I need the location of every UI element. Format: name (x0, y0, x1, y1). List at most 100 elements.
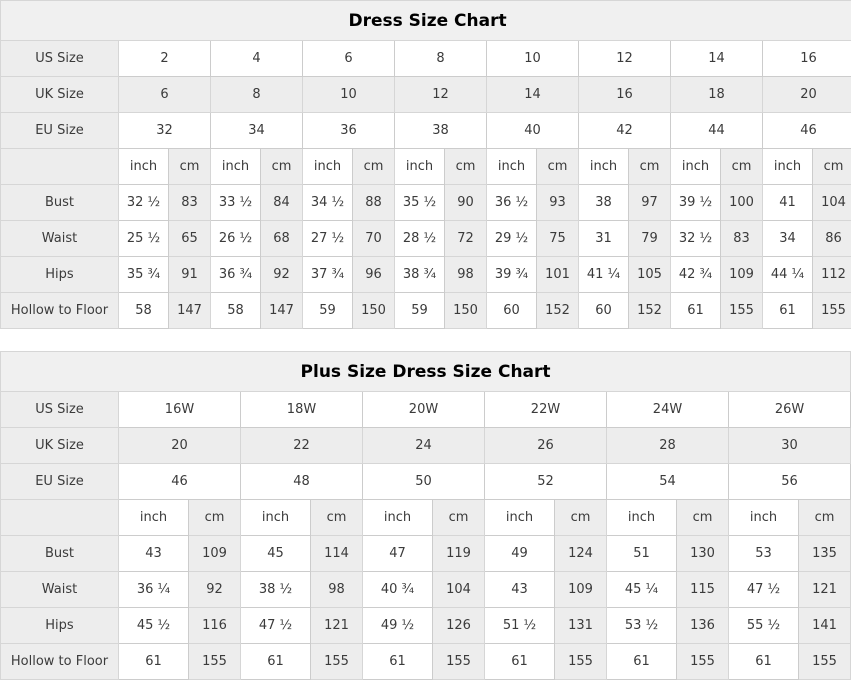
inch-value-cell: 47 ½ (728, 571, 799, 608)
size-value-cell: 18W (240, 391, 363, 428)
cm-value-cell: 79 (628, 220, 671, 257)
cm-value-cell: 68 (260, 220, 303, 257)
row-label: EU Size (0, 463, 119, 500)
unit-cm-cell: cm (260, 148, 303, 185)
unit-cm-cell: cm (310, 499, 363, 536)
table-title: Dress Size Chart (0, 0, 851, 41)
unit-row-label (0, 499, 119, 536)
cm-value-cell: 98 (444, 256, 487, 293)
inch-value-cell: 35 ½ (394, 184, 445, 221)
cm-value-cell: 141 (797, 607, 851, 644)
unit-inch-cell: inch (578, 148, 629, 185)
size-value-cell: 8 (210, 76, 303, 113)
unit-cm-cell: cm (797, 499, 851, 536)
inch-value-cell: 26 ½ (210, 220, 261, 257)
unit-cm-cell: cm (432, 499, 485, 536)
cm-value-cell: 114 (310, 535, 363, 572)
cm-value-cell: 100 (720, 184, 763, 221)
inch-value-cell: 32 ½ (118, 184, 169, 221)
inch-value-cell: 25 ½ (118, 220, 169, 257)
cm-value-cell: 150 (352, 292, 395, 329)
inch-value-cell: 27 ½ (302, 220, 353, 257)
cm-value-cell: 104 (432, 571, 485, 608)
inch-value-cell: 58 (118, 292, 169, 329)
cm-value-cell: 109 (720, 256, 763, 293)
cm-value-cell: 109 (554, 571, 607, 608)
cm-value-cell: 135 (797, 535, 851, 572)
cm-value-cell: 105 (628, 256, 671, 293)
size-value-cell: 18 (670, 76, 763, 113)
row-label: Hips (0, 256, 119, 293)
unit-inch-cell: inch (484, 499, 555, 536)
size-value-cell: 24 (362, 427, 485, 464)
cm-value-cell: 92 (260, 256, 303, 293)
table-row: Bust 32 ½ 83 33 ½ 84 34 ½ 88 35 ½ 90 36 ½ 93 38 97 39… (0, 184, 851, 221)
cm-value-cell: 126 (432, 607, 485, 644)
row-label: UK Size (0, 427, 119, 464)
size-value-cell: 2 (118, 40, 211, 77)
inch-value-cell: 61 (240, 643, 311, 680)
cm-value-cell: 155 (188, 643, 241, 680)
size-value-cell: 28 (606, 427, 729, 464)
size-value-cell: 46 (761, 112, 851, 149)
inch-value-cell: 55 ½ (728, 607, 799, 644)
size-value-cell: 16W (118, 391, 241, 428)
inch-value-cell: 45 ½ (118, 607, 189, 644)
cm-value-cell: 92 (188, 571, 241, 608)
row-label: UK Size (0, 76, 119, 113)
size-value-cell: 6 (118, 76, 211, 113)
table-row: Hips 45 ½ 116 47 ½ 121 49 ½ 126 51 ½ 131 53 ½ 136 5… (0, 607, 851, 644)
size-value-cell: 12 (394, 76, 487, 113)
inch-value-cell: 41 (762, 184, 813, 221)
unit-inch-cell: inch (362, 499, 433, 536)
size-value-cell: 48 (240, 463, 363, 500)
size-value-cell: 4 (210, 40, 303, 77)
size-value-cell: 40 (486, 112, 579, 149)
inch-value-cell: 51 ½ (484, 607, 555, 644)
unit-inch-cell: inch (728, 499, 799, 536)
inch-value-cell: 49 ½ (362, 607, 433, 644)
cm-value-cell: 152 (628, 292, 671, 329)
size-value-cell: 16 (578, 76, 671, 113)
cm-value-cell: 155 (720, 292, 763, 329)
inch-value-cell: 34 (762, 220, 813, 257)
table-row: EU Size 32 34 36 38 40 42 44 46 (0, 112, 851, 149)
inch-value-cell: 41 ¼ (578, 256, 629, 293)
size-value-cell: 34 (210, 112, 303, 149)
size-value-cell: 22 (240, 427, 363, 464)
table-row: US Size 2 4 6 8 10 12 14 16 (0, 40, 851, 77)
size-value-cell: 10 (486, 40, 579, 77)
cm-value-cell: 98 (310, 571, 363, 608)
inch-value-cell: 45 ¼ (606, 571, 677, 608)
size-value-cell: 26 (484, 427, 607, 464)
table-row: Hollow to Floor 58 147 58 147 59 150 59 150 60 152… (0, 292, 851, 329)
inch-value-cell: 43 (118, 535, 189, 572)
inch-value-cell: 37 ¾ (302, 256, 353, 293)
cm-value-cell: 147 (168, 292, 211, 329)
unit-inch-cell: inch (670, 148, 721, 185)
inch-value-cell: 43 (484, 571, 555, 608)
size-value-cell: 24W (606, 391, 729, 428)
size-value-cell: 38 (394, 112, 487, 149)
plus-size-dress-size-chart-table: Plus Size Dress Size Chart US Size 16W 18W 2… (0, 351, 851, 680)
unit-inch-cell: inch (210, 148, 261, 185)
inch-value-cell: 58 (210, 292, 261, 329)
unit-inch-cell: inch (394, 148, 445, 185)
cm-value-cell: 65 (168, 220, 211, 257)
size-value-cell: 20 (118, 427, 241, 464)
size-value-cell: 56 (727, 463, 851, 500)
size-value-cell: 26W (727, 391, 851, 428)
size-value-cell: 10 (302, 76, 395, 113)
table-row: Hollow to Floor 61 155 61 155 61 155 61 155 61 155… (0, 643, 851, 680)
cm-value-cell: 130 (676, 535, 729, 572)
inch-value-cell: 38 (578, 184, 629, 221)
cm-value-cell: 124 (554, 535, 607, 572)
cm-value-cell: 75 (536, 220, 579, 257)
inch-value-cell: 38 ½ (240, 571, 311, 608)
inch-value-cell: 44 ¼ (762, 256, 813, 293)
unit-inch-cell: inch (118, 148, 169, 185)
table-row: Waist 36 ¼ 92 38 ½ 98 40 ¾ 104 43 109 45 ¼ 115 47 ½… (0, 571, 851, 608)
inch-value-cell: 40 ¾ (362, 571, 433, 608)
